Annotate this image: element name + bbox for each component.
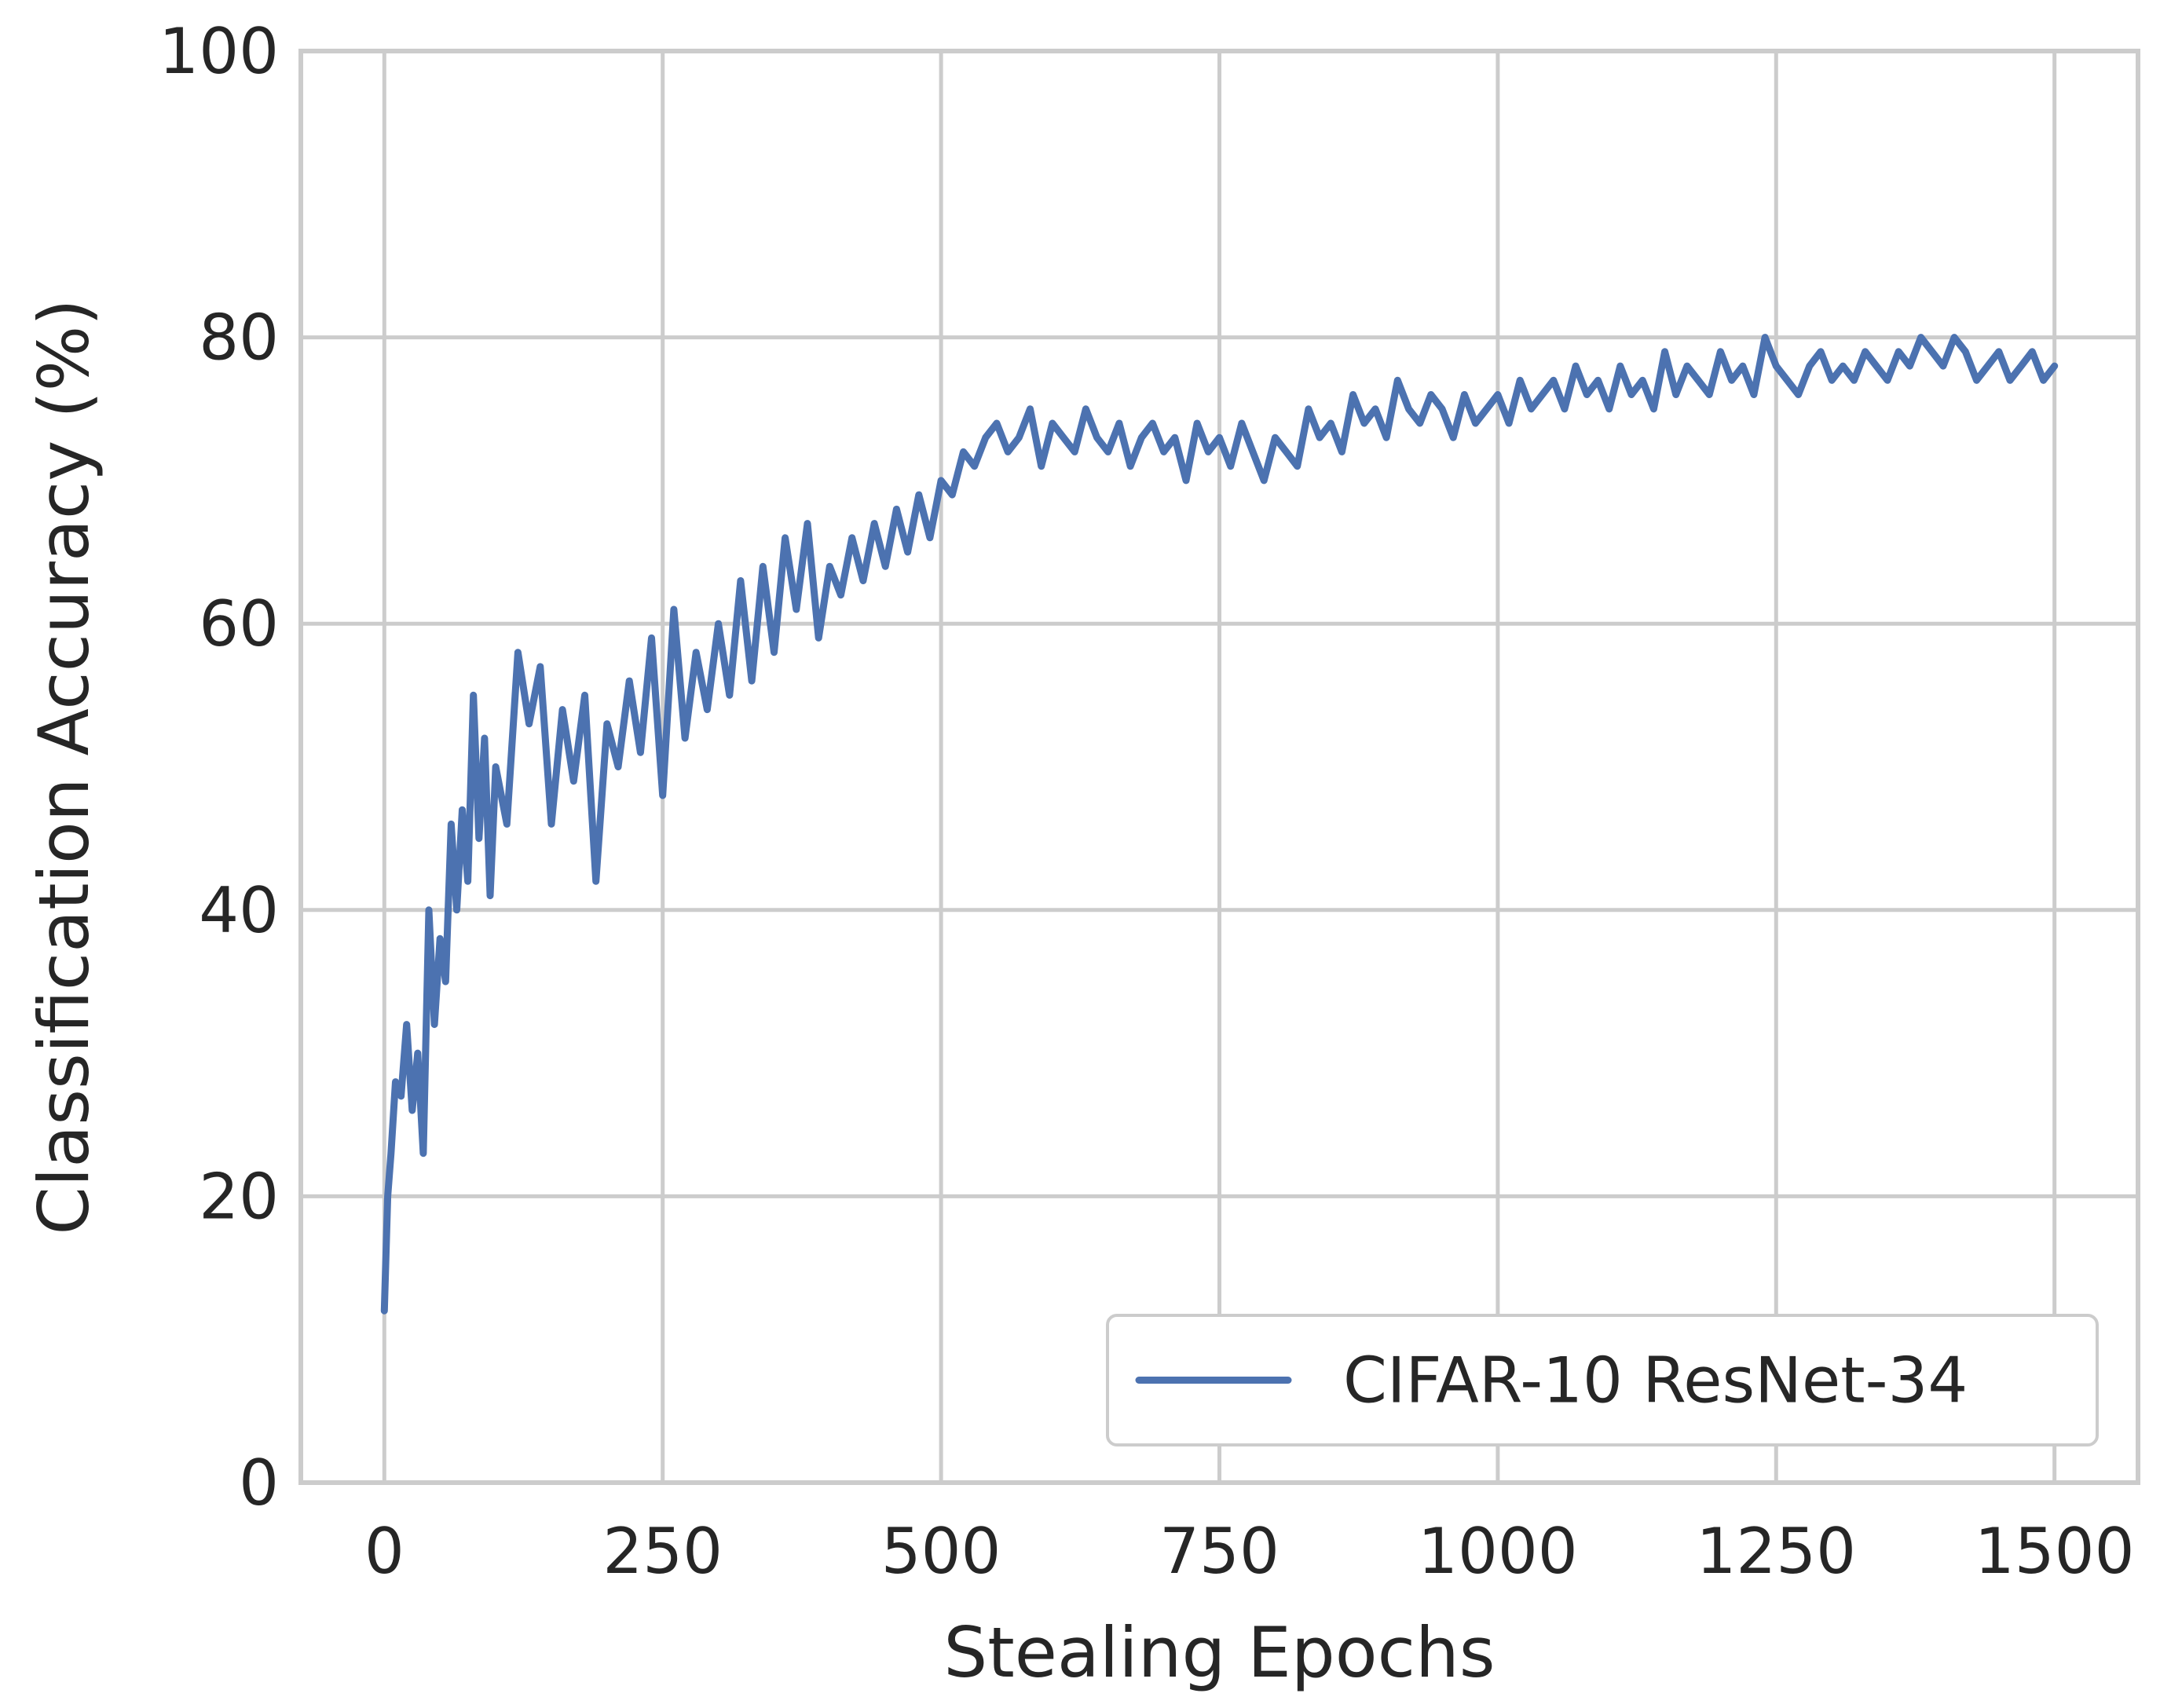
plot-frame xyxy=(298,49,2140,1485)
y-tick-label: 20 xyxy=(199,1160,279,1233)
x-tick-label: 750 xyxy=(1159,1515,1280,1588)
y-tick-label: 40 xyxy=(199,874,279,947)
series-line-cifar10-resnet34 xyxy=(380,334,2059,1315)
y-tick-label: 0 xyxy=(239,1446,279,1520)
y-axis-label: Classification Accuracy (%) xyxy=(24,298,104,1234)
x-tick-label: 1250 xyxy=(1696,1515,1856,1588)
x-tick-label: 1000 xyxy=(1418,1515,1578,1588)
x-tick-label: 250 xyxy=(602,1515,723,1588)
x-tick-label: 500 xyxy=(881,1515,1001,1588)
legend-label: CIFAR-10 ResNet-34 xyxy=(1343,1344,1968,1417)
y-tick-label: 60 xyxy=(199,587,279,660)
legend: CIFAR-10 ResNet-34 xyxy=(1106,1314,2099,1446)
y-tick-label: 80 xyxy=(199,302,279,375)
legend-box xyxy=(1106,1314,2099,1446)
x-tick-label: 0 xyxy=(364,1515,405,1588)
y-tick-label: 100 xyxy=(159,15,279,88)
x-tick-label: 1500 xyxy=(1975,1515,2135,1588)
x-axis-label: Stealing Epochs xyxy=(943,1612,1495,1693)
y-tick-labels: 0 20 40 60 80 100 xyxy=(159,15,279,1520)
x-tick-labels: 0 250 500 750 1000 1250 1500 xyxy=(364,1515,2135,1588)
